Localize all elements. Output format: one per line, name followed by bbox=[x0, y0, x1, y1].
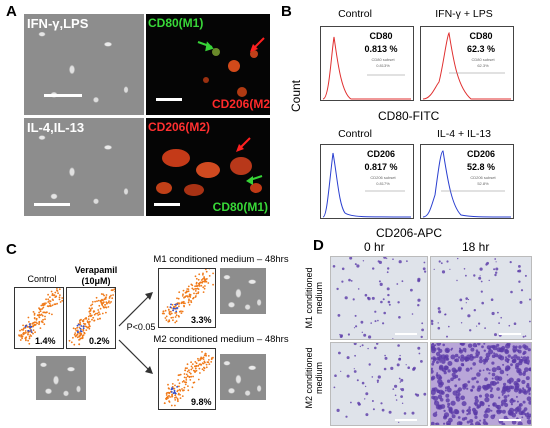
phase-label: IFN-γ,LPS bbox=[27, 16, 89, 31]
panel-c-label: C bbox=[6, 241, 17, 258]
scale-bar bbox=[44, 94, 82, 97]
cd206-label: CD206(M2) bbox=[148, 120, 211, 134]
scatter-m2: 9.8% bbox=[158, 348, 216, 410]
scale-bar bbox=[154, 203, 180, 206]
marker-label: CD80 bbox=[369, 31, 393, 41]
cell-image-m1 bbox=[220, 268, 266, 314]
cell-image-control bbox=[36, 356, 86, 400]
gate-name: CD206 subset bbox=[370, 175, 396, 180]
row-label-m2: M2 conditioned medium bbox=[304, 347, 324, 409]
panel-d-label: D bbox=[313, 237, 324, 254]
histogram-control-cd80: CD80 0.813 % CD80 subset 0.813% bbox=[320, 26, 414, 101]
percent-label: 52.8 % bbox=[466, 162, 496, 172]
marker-label: CD206 bbox=[466, 149, 495, 159]
m2-title: M2 conditioned medium – 48hrs bbox=[153, 334, 289, 345]
gate-name: CD206 subset bbox=[470, 175, 496, 180]
percent-label: 0.813 % bbox=[364, 44, 398, 54]
scale-bar bbox=[499, 333, 521, 335]
histogram-control-cd206: CD206 0.817 % CD206 subset 0.817% bbox=[320, 144, 414, 219]
transwell-m1-0hr bbox=[330, 256, 428, 340]
gate-value: 0.813% bbox=[376, 63, 390, 68]
m1-title: M1 conditioned medium – 48hrs bbox=[153, 254, 289, 265]
histogram-ifn-lps-cd80: CD80 62.3 % CD80 subset 62.3% bbox=[420, 26, 514, 101]
sp-percent: 0.2% bbox=[89, 336, 110, 346]
scatter-m1: 3.3% bbox=[158, 268, 216, 328]
branch-arrows bbox=[118, 292, 153, 374]
scale-bar bbox=[34, 203, 70, 206]
cell-image-m2 bbox=[220, 354, 266, 400]
marker-label: CD206 bbox=[366, 149, 395, 159]
verapamil-label: Verapamil bbox=[74, 265, 118, 275]
flow-title-control-cd80: Control bbox=[338, 8, 372, 20]
transwell-m2-0hr bbox=[330, 342, 428, 426]
phase-image-ifn-lps: IFN-γ,LPS bbox=[24, 14, 144, 115]
gate-value: 52.8% bbox=[477, 181, 489, 186]
cd80-label: CD80(M1) bbox=[212, 200, 268, 214]
scale-bar bbox=[395, 333, 417, 335]
transwell-m1-18hr bbox=[430, 256, 532, 340]
row-label-m1: M1 conditioned medium bbox=[304, 267, 324, 329]
flow-title-control-cd206: Control bbox=[338, 128, 372, 140]
cd80-fitc-axis-label: CD80-FITC bbox=[378, 109, 440, 123]
count-axis-label: Count bbox=[289, 79, 303, 112]
flow-title-il4-il13: IL-4 + IL-13 bbox=[437, 128, 491, 140]
cd206-label: CD206(M2 bbox=[211, 97, 270, 111]
verapamil-dose: (10μM) bbox=[81, 276, 111, 286]
cd80-label: CD80(M1) bbox=[148, 16, 204, 30]
scale-bar bbox=[156, 98, 182, 101]
cd206-apc-axis-label: CD206-APC bbox=[376, 226, 443, 240]
marker-label: CD80 bbox=[469, 31, 493, 41]
scale-bar bbox=[499, 419, 521, 421]
time-label-18hr: 18 hr bbox=[462, 240, 490, 254]
gate-value: 62.3% bbox=[477, 63, 489, 68]
histogram-il4-il13-cd206: CD206 52.8 % CD206 subset 52.8% bbox=[420, 144, 514, 219]
sp-percent: 1.4% bbox=[35, 336, 56, 346]
time-label-0hr: 0 hr bbox=[364, 240, 385, 254]
panel-b-label: B bbox=[281, 3, 292, 20]
fluorescence-image-il4-il13: CD206(M2) CD80(M1) bbox=[146, 118, 270, 216]
sp-percent: 9.8% bbox=[191, 397, 212, 407]
scatter-control: 1.4% bbox=[14, 287, 64, 349]
panel-a-label: A bbox=[6, 3, 17, 20]
p-value-label: P<0.05 bbox=[126, 322, 156, 332]
flow-title-ifn-lps: IFN-γ + LPS bbox=[435, 8, 493, 20]
percent-label: 62.3 % bbox=[466, 44, 496, 54]
percent-label: 0.817 % bbox=[364, 162, 398, 172]
transwell-m2-18hr bbox=[430, 342, 532, 426]
scatter-verapamil: 0.2% bbox=[66, 287, 116, 349]
gate-value: 0.817% bbox=[376, 181, 390, 186]
phase-label: IL-4,IL-13 bbox=[27, 120, 85, 135]
sp-percent: 3.3% bbox=[191, 315, 212, 325]
control-label: Control bbox=[27, 274, 57, 284]
gate-name: CD80 subset bbox=[471, 57, 495, 62]
gate-name: CD80 subset bbox=[371, 57, 395, 62]
fluorescence-image-ifn-lps: CD80(M1) CD206(M2 bbox=[146, 14, 270, 115]
phase-image-il4-il13: IL-4,IL-13 bbox=[24, 118, 144, 216]
scale-bar bbox=[395, 419, 417, 421]
